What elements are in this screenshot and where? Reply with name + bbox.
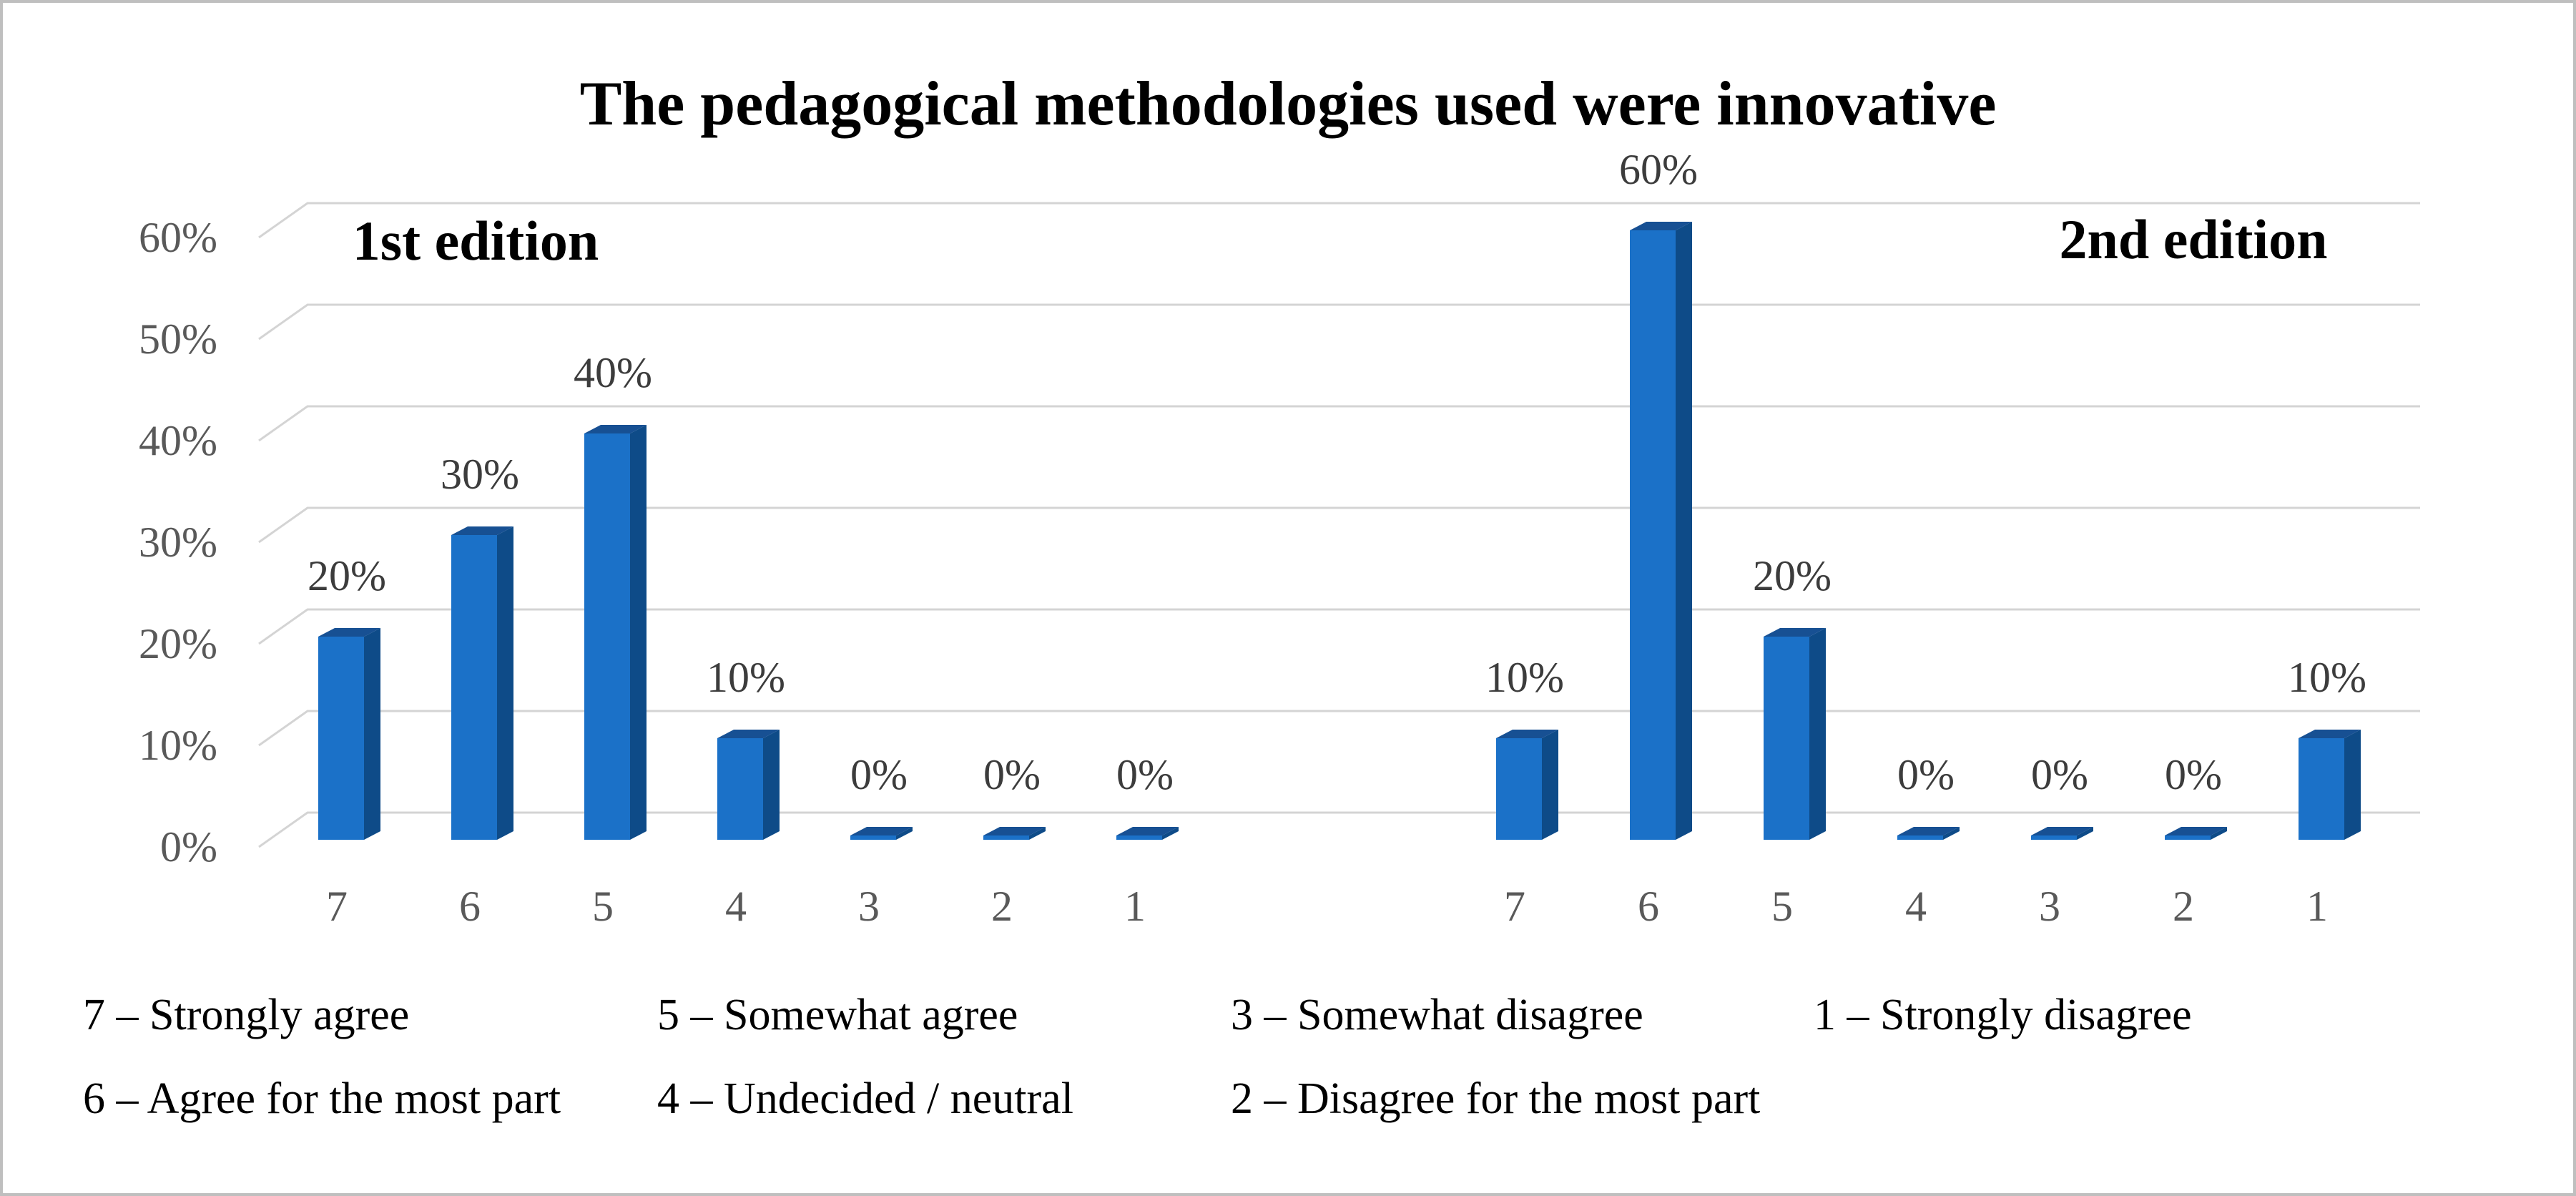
chart-title: The pedagogical methodologies used were … (579, 69, 1997, 139)
bar-data-label: 0% (1116, 751, 1174, 798)
bar-front-face (451, 535, 497, 840)
x-category-label: 1 (2306, 883, 2328, 930)
legend-item: 1 – Strongly disagree (1814, 991, 2192, 1039)
bar-front-face (1116, 835, 1162, 840)
y-tick-label: 60% (139, 214, 217, 261)
bar-top-face (1897, 827, 1960, 835)
bar-top-face (850, 827, 913, 835)
bar-front-face (584, 433, 630, 840)
y-tick-label: 40% (139, 417, 217, 464)
bar-data-label: 0% (983, 751, 1041, 798)
x-category-label: 4 (725, 883, 747, 930)
bar-front-face (2031, 835, 2077, 840)
y-tick-label: 0% (160, 823, 217, 871)
bar-side-face (1943, 827, 1960, 840)
bar-data-label: 60% (1619, 146, 1698, 193)
bar-data-label: 40% (574, 349, 652, 396)
gridline (258, 405, 2420, 442)
bar-data-label: 10% (2288, 654, 2366, 701)
bar-front-face (1630, 230, 1676, 840)
bar-front-face (2165, 835, 2211, 840)
bar-data-label: 20% (308, 552, 386, 599)
bar-front-face (1764, 637, 1809, 840)
bar-top-face (1764, 628, 1826, 637)
series-label-2nd-edition: 2nd edition (2059, 208, 2328, 270)
bar-top-face (1496, 730, 1558, 738)
bar-front-face (1897, 835, 1943, 840)
bar-side-face (2211, 827, 2227, 840)
plot-area (258, 202, 2420, 848)
bar-top-face (2165, 827, 2227, 835)
bar-top-face (1116, 827, 1179, 835)
legend-item: 6 – Agree for the most part (83, 1074, 561, 1123)
bar-front-face (983, 835, 1029, 840)
x-category-label: 7 (326, 883, 348, 930)
x-category-label: 2 (991, 883, 1013, 930)
bar-top-face (1630, 222, 1692, 230)
bar-data-label: 30% (441, 451, 519, 498)
x-category-label: 1 (1124, 883, 1146, 930)
bar-front-face (318, 637, 364, 840)
y-tick-label: 10% (139, 722, 217, 769)
bar-side-face (1029, 827, 1046, 840)
x-category-label: 3 (858, 883, 880, 930)
gridline (258, 202, 2420, 239)
legend-item: 7 – Strongly agree (83, 991, 410, 1039)
bar-data-label: 0% (2031, 751, 2088, 798)
gridline (258, 811, 2420, 848)
bar-side-face (364, 628, 380, 840)
bar-top-face (717, 730, 780, 738)
x-category-label: 5 (1771, 883, 1793, 930)
y-tick-label: 50% (139, 315, 217, 363)
bar-side-face (2344, 730, 2361, 840)
bar-data-label: 10% (1485, 654, 1564, 701)
x-category-label: 6 (1638, 883, 1659, 930)
gridline (258, 506, 2420, 544)
bar-side-face (630, 425, 647, 840)
bar-data-label: 0% (1897, 751, 1955, 798)
legend-item: 4 – Undecided / neutral (657, 1074, 1073, 1123)
bar-top-face (451, 526, 513, 535)
bar-data-label: 20% (1753, 552, 1832, 599)
series-label-1st-edition: 1st edition (352, 210, 599, 272)
bar-side-face (1162, 827, 1179, 840)
y-tick-label: 20% (139, 620, 217, 667)
legend-item: 5 – Somewhat agree (657, 991, 1018, 1039)
bar-top-face (2299, 730, 2361, 738)
bar-front-face (2299, 738, 2344, 840)
bar-top-face (318, 628, 380, 637)
legend-item: 3 – Somewhat disagree (1231, 991, 1643, 1039)
bar-side-face (763, 730, 780, 840)
bar-top-face (983, 827, 1046, 835)
bar-side-face (1809, 628, 1826, 840)
gridline (258, 303, 2420, 340)
y-tick-label: 30% (139, 519, 217, 566)
x-category-label: 7 (1504, 883, 1525, 930)
bar-side-face (896, 827, 913, 840)
x-category-label: 6 (459, 883, 481, 930)
bar-front-face (850, 835, 896, 840)
x-category-label: 3 (2039, 883, 2060, 930)
bar-data-label: 0% (2165, 751, 2222, 798)
bar-top-face (584, 425, 647, 433)
gridline (258, 608, 2420, 645)
bar-side-face (1676, 222, 1692, 840)
x-category-label: 2 (2173, 883, 2194, 930)
bar-data-label: 0% (850, 751, 908, 798)
bar-data-label: 10% (707, 654, 785, 701)
bar-front-face (1496, 738, 1542, 840)
gridline (258, 710, 2420, 747)
bar-side-face (497, 526, 513, 840)
x-category-label: 5 (592, 883, 614, 930)
bar-side-face (2077, 827, 2093, 840)
bar-side-face (1542, 730, 1558, 840)
legend-item: 2 – Disagree for the most part (1231, 1074, 1761, 1123)
x-category-label: 4 (1905, 883, 1927, 930)
bar-top-face (2031, 827, 2093, 835)
bar-front-face (717, 738, 763, 840)
